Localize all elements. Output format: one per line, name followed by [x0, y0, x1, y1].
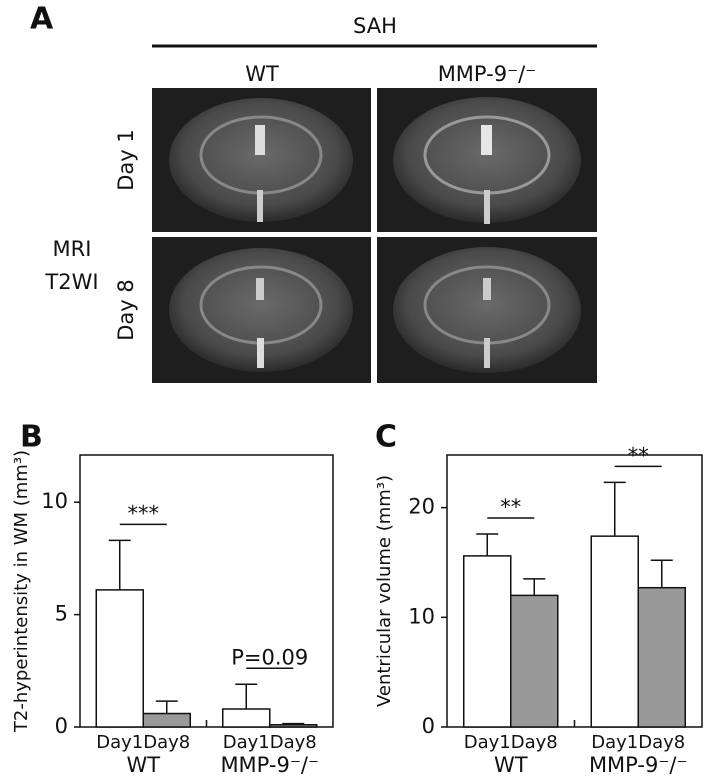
- bar: [142, 712, 191, 728]
- y-tick-label: 0: [55, 714, 68, 738]
- annotation: **: [500, 495, 521, 519]
- side-label: T2WI: [44, 270, 98, 294]
- bar: [463, 555, 512, 728]
- mri-image: [152, 88, 371, 232]
- bar-label: Day8: [511, 732, 558, 753]
- annotation: ***: [128, 501, 160, 525]
- panel-label: A: [30, 2, 54, 37]
- mri-image: [377, 237, 597, 383]
- annotation: P=0.09: [231, 645, 308, 669]
- bar-label: Day8: [638, 732, 685, 753]
- bar: [590, 535, 639, 728]
- bar: [95, 589, 144, 728]
- bar: [269, 724, 318, 728]
- column-label: MMP-9⁻/⁻: [438, 62, 537, 86]
- x-tick-label: WT: [494, 753, 528, 777]
- bar-label: Day1: [591, 732, 638, 753]
- y-tick-label: 5: [55, 602, 68, 626]
- panel-label: B: [20, 420, 43, 455]
- x-tick-label: MMP-9⁻/⁻: [589, 753, 688, 777]
- y-axis-label: Ventricular volume (mm³): [374, 475, 395, 707]
- side-label: MRI: [53, 237, 92, 261]
- y-tick-label: 10: [41, 489, 68, 513]
- y-axis-label: T2-hyperintensity in WM (mm³): [11, 450, 32, 733]
- mri-images: [152, 88, 597, 383]
- mri-image: [152, 237, 371, 383]
- y-tick-label: 0: [422, 714, 435, 738]
- bar-label: Day8: [143, 732, 190, 753]
- header: SAH: [353, 14, 397, 38]
- x-tick-label: MMP-9⁻/⁻: [220, 753, 319, 777]
- bar-label: Day1: [96, 732, 143, 753]
- row-label: Day 8: [114, 279, 138, 341]
- bar: [222, 708, 271, 728]
- x-tick-label: WT: [126, 753, 160, 777]
- y-tick-label: 10: [408, 604, 435, 628]
- bar: [510, 594, 559, 728]
- bar-label: Day1: [464, 732, 511, 753]
- bar-label: Day1: [223, 732, 270, 753]
- column-label: WT: [245, 62, 279, 86]
- bar: [637, 586, 686, 728]
- y-tick-label: 20: [408, 495, 435, 519]
- panel-label: C: [375, 420, 397, 455]
- annotation: **: [628, 443, 649, 467]
- mri-image: [377, 88, 597, 232]
- row-label: Day 1: [114, 129, 138, 191]
- bar-label: Day8: [270, 732, 317, 753]
